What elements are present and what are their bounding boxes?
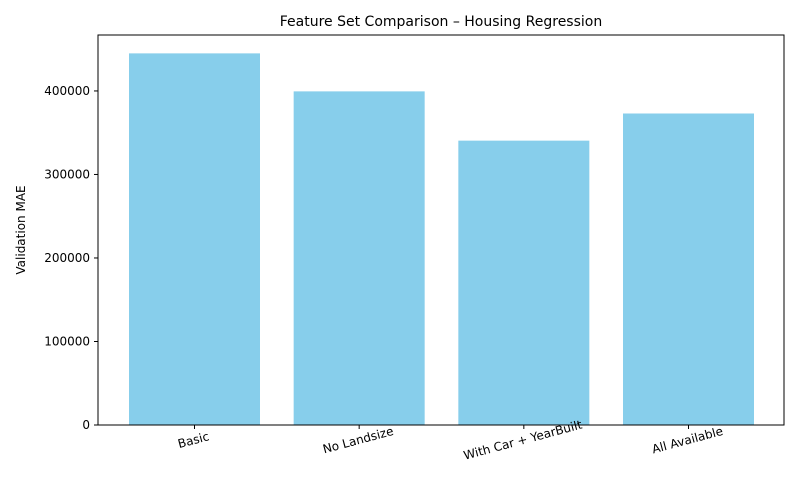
bar-1: [129, 53, 260, 425]
plot-frame: [97, 34, 785, 426]
y-axis-ticks: 0 100000 200000 300000 400000: [44, 84, 98, 432]
y-tick-label-2: 100000: [44, 334, 90, 348]
chart-title: Feature Set Comparison – Housing Regress…: [280, 14, 602, 30]
bar-4: [623, 113, 754, 425]
y-tick-label-1: 0: [82, 418, 90, 432]
bars-group: [129, 53, 754, 425]
y-tick-label-4: 300000: [44, 167, 90, 181]
x-tick-label-1: Basic: [176, 429, 210, 451]
bar-2: [293, 91, 425, 425]
y-tick-label-5: 400000: [44, 84, 90, 98]
bar-3: [458, 140, 590, 425]
y-axis-label: Validation MAE: [14, 185, 28, 274]
x-tick-label-2: No Landsize: [321, 424, 395, 456]
plot-border: [97, 34, 785, 426]
x-tick-label-4: All Available: [650, 424, 724, 456]
y-tick-label-3: 200000: [44, 251, 90, 265]
